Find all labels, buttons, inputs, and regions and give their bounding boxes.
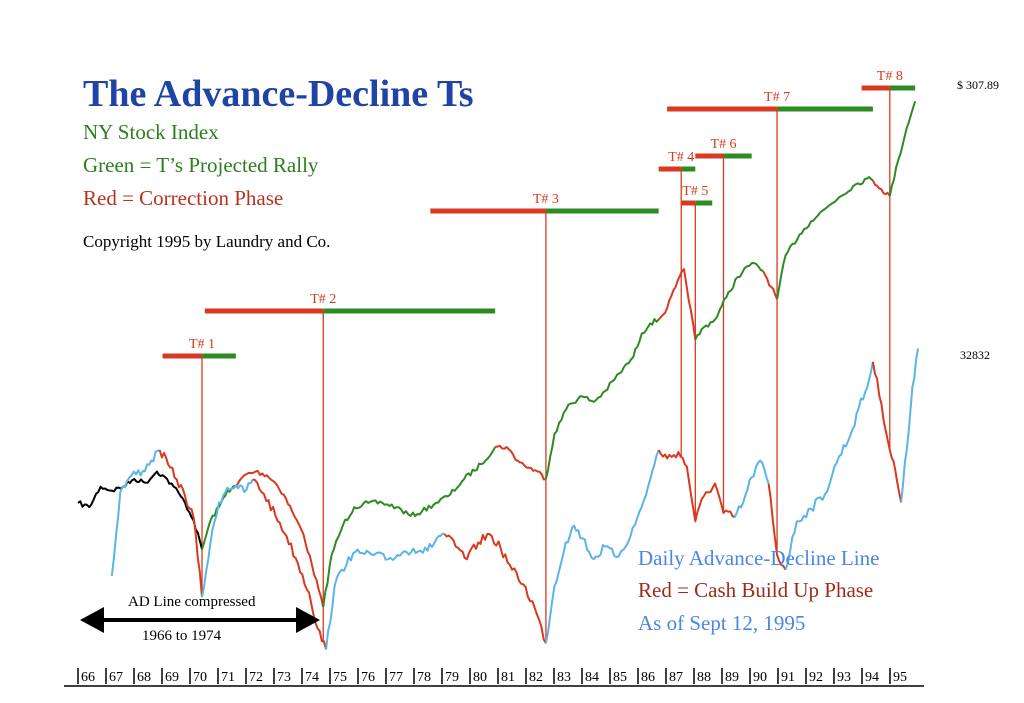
subtitle-index: NY Stock Index xyxy=(83,120,219,144)
t-bars xyxy=(162,85,916,359)
x-tick-label-72: 72 xyxy=(249,670,263,685)
index-segment-9 xyxy=(776,176,874,300)
compressed-arrow xyxy=(80,607,320,633)
ad-segment-1 xyxy=(158,449,203,598)
x-tick-label-75: 75 xyxy=(333,670,347,685)
index-series xyxy=(77,100,917,608)
legend-date: As of Sept 12, 1995 xyxy=(638,611,806,635)
x-tick-label-88: 88 xyxy=(697,670,711,685)
index-segment-7 xyxy=(694,262,764,341)
index-segment-0 xyxy=(77,470,203,550)
subtitle-red: Red = Correction Phase xyxy=(83,186,284,210)
ad-segment-4 xyxy=(325,532,445,650)
x-tick-label-68: 68 xyxy=(137,670,151,685)
t-label-7: T# 7 xyxy=(764,90,790,105)
x-tick-label-74: 74 xyxy=(305,670,319,685)
x-tick-label-86: 86 xyxy=(641,670,655,685)
x-axis: 66 67 68 69 70 71 72 73 74 75 76 77 78 79 80 81 82 83 84 85… xyxy=(64,668,924,687)
x-tick-label-95: 95 xyxy=(893,670,907,685)
ad-line-series xyxy=(110,348,919,650)
index-segment-8 xyxy=(762,270,779,300)
x-tick-label-92: 92 xyxy=(809,670,823,685)
chart-title: The Advance-Decline Ts xyxy=(83,73,474,115)
copyright: Copyright 1995 by Laundry and Co. xyxy=(83,232,331,251)
x-tick-label-77: 77 xyxy=(389,670,403,685)
ad-segment-10 xyxy=(784,361,874,571)
x-tick-label-87: 87 xyxy=(669,670,683,685)
t-label-8: T# 8 xyxy=(877,69,903,84)
index-segment-6 xyxy=(657,268,697,340)
compressed-note-line2: 1966 to 1974 xyxy=(142,628,222,644)
ad-segment-12 xyxy=(900,348,919,503)
t-label-1: T# 1 xyxy=(189,337,215,352)
x-tick-label-70: 70 xyxy=(193,670,207,685)
x-tick-label-71: 71 xyxy=(221,670,235,685)
x-tick-label-93: 93 xyxy=(837,670,851,685)
x-tick-label-67: 67 xyxy=(109,670,123,685)
x-tick-label-69: 69 xyxy=(165,670,179,685)
x-tick-label-78: 78 xyxy=(417,670,431,685)
index-segment-10 xyxy=(872,180,891,197)
ad-segment-0 xyxy=(110,449,161,577)
x-tick-label-83: 83 xyxy=(557,670,571,685)
t-labels: T# 1 T# 2 T# 3 T# 4 T# 5 T# 6 T# 7 T# 8 xyxy=(189,69,903,352)
x-tick-label-81: 81 xyxy=(501,670,515,685)
x-tick-label-85: 85 xyxy=(613,670,627,685)
index-segment-3 xyxy=(322,446,497,608)
t-label-2: T# 2 xyxy=(310,292,336,307)
x-tick-label-90: 90 xyxy=(753,670,767,685)
index-segment-11 xyxy=(888,100,917,197)
ad-segment-11 xyxy=(871,361,903,503)
ad-segment-6 xyxy=(544,449,660,644)
x-tick-label-82: 82 xyxy=(529,670,543,685)
price-label: $ 307.89 xyxy=(957,78,999,92)
legend-ad-line: Daily Advance-Decline Line xyxy=(638,546,880,570)
x-tick-label-91: 91 xyxy=(781,670,795,685)
index-segment-2 xyxy=(235,469,325,608)
index-segment-5 xyxy=(544,318,660,480)
ad-segment-9 xyxy=(767,483,787,571)
t-label-3: T# 3 xyxy=(533,192,559,207)
legend-cash: Red = Cash Build Up Phase xyxy=(638,578,874,602)
ad-segment-8 xyxy=(733,459,770,518)
subtitle-green: Green = T’s Projected Rally xyxy=(83,153,319,177)
x-tick-label-94: 94 xyxy=(865,670,879,685)
x-tick-label-80: 80 xyxy=(473,670,487,685)
ad-value-label: 32832 xyxy=(960,348,990,362)
index-segment-4 xyxy=(495,444,547,481)
t-label-5: T# 5 xyxy=(682,184,708,199)
x-tick-label-79: 79 xyxy=(445,670,459,685)
compressed-note-line1: AD Line compressed xyxy=(128,594,256,610)
ad-segment-2 xyxy=(201,478,254,598)
x-tick-label-76: 76 xyxy=(361,670,375,685)
x-tick-label-89: 89 xyxy=(725,670,739,685)
t-label-6: T# 6 xyxy=(710,137,736,152)
x-tick-label-73: 73 xyxy=(277,670,291,685)
ad-segment-5 xyxy=(443,533,547,644)
ad-segment-7 xyxy=(657,449,736,523)
x-tick-label-84: 84 xyxy=(585,670,599,685)
index-segment-1 xyxy=(201,485,237,550)
t-label-4: T# 4 xyxy=(668,150,694,165)
t-drop-lines xyxy=(201,88,891,644)
x-tick-label-66: 66 xyxy=(81,670,95,685)
